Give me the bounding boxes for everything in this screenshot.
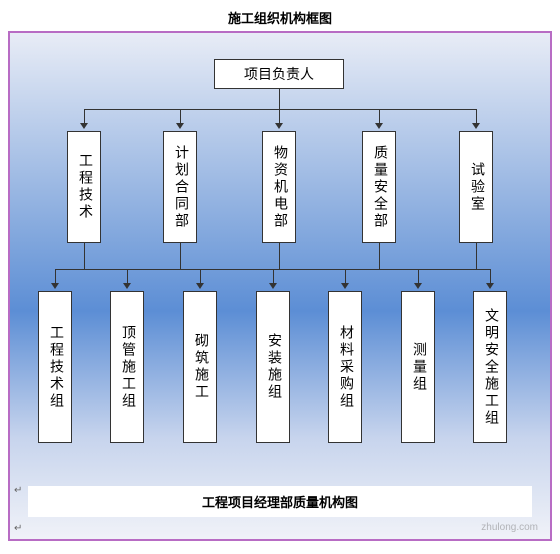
- connector: [279, 89, 280, 109]
- diagram-frame: 项目负责人 工程技术 计划合同部 物资机电部 质量安全部 试验室 工程技术组 顶…: [8, 31, 552, 541]
- node-team: 顶管施工组: [110, 291, 144, 443]
- node-team: 材料采购组: [328, 291, 362, 443]
- arrow-icon: [269, 283, 277, 289]
- arrow-icon: [486, 283, 494, 289]
- node-dept: 工程技术: [67, 131, 101, 243]
- arrow-icon: [472, 123, 480, 129]
- connector: [84, 109, 476, 110]
- node-team: 工程技术组: [38, 291, 72, 443]
- node-team: 测量组: [401, 291, 435, 443]
- page-title: 施工组织机构框图: [0, 0, 560, 31]
- connector: [476, 243, 477, 269]
- node-project-leader: 项目负责人: [214, 59, 344, 89]
- node-dept: 试验室: [459, 131, 493, 243]
- subtitle: 工程项目经理部质量机构图: [28, 486, 532, 517]
- paragraph-mark: ↵: [14, 523, 22, 534]
- connector: [180, 243, 181, 269]
- node-dept: 质量安全部: [362, 131, 396, 243]
- arrow-icon: [196, 283, 204, 289]
- connector: [279, 243, 280, 269]
- arrow-icon: [375, 123, 383, 129]
- watermark: zhulong.com: [481, 522, 538, 533]
- node-team: 安装施组: [256, 291, 290, 443]
- node-dept: 物资机电部: [262, 131, 296, 243]
- paragraph-mark: ↵: [14, 485, 22, 496]
- arrow-icon: [123, 283, 131, 289]
- node-team: 砌筑施工: [183, 291, 217, 443]
- node-dept: 计划合同部: [163, 131, 197, 243]
- node-team: 文明安全施工组: [473, 291, 507, 443]
- arrow-icon: [414, 283, 422, 289]
- arrow-icon: [51, 283, 59, 289]
- arrow-icon: [275, 123, 283, 129]
- arrow-icon: [80, 123, 88, 129]
- arrow-icon: [341, 283, 349, 289]
- connector: [379, 243, 380, 269]
- connector: [84, 243, 85, 269]
- arrow-icon: [176, 123, 184, 129]
